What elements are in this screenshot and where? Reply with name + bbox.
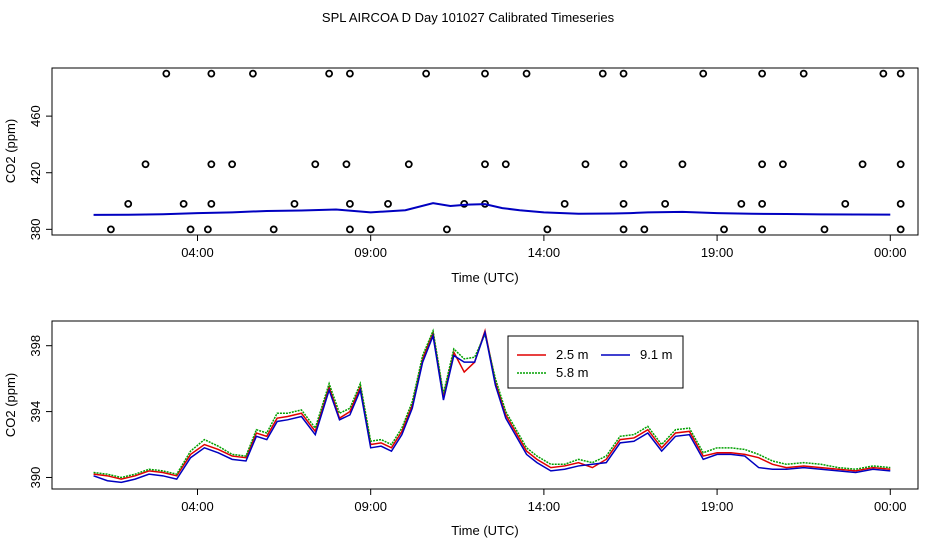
data-point (699, 69, 708, 78)
panel-1-points (106, 69, 905, 234)
panel-2-y-axis-label: CO2 (ppm) (3, 373, 18, 437)
data-point (758, 160, 767, 169)
data-point (737, 199, 746, 208)
panel-1-x-axis-label: Time (UTC) (451, 270, 518, 285)
data-point (896, 69, 905, 78)
data-point (311, 160, 320, 169)
data-point (346, 199, 354, 208)
data-point (799, 69, 808, 78)
data-point (228, 160, 237, 169)
data-point (141, 160, 150, 169)
data-point (366, 225, 375, 234)
panel-2-x-axis: 04:00 09:00 14:00 19:00 00:00 (181, 489, 907, 514)
data-point (640, 225, 649, 234)
x-tick-label: 04:00 (181, 499, 214, 514)
data-point (346, 225, 354, 234)
data-point (820, 225, 829, 234)
data-point (290, 199, 299, 208)
data-point (442, 225, 451, 234)
series-line-9-1-m (93, 329, 891, 484)
y-tick-label: 398 (28, 335, 43, 357)
y-tick-label: 394 (28, 401, 43, 423)
data-point (186, 225, 195, 234)
series-line-2-5-m (93, 327, 891, 480)
data-point (758, 199, 767, 208)
data-point (346, 69, 354, 78)
data-point (841, 199, 850, 208)
y-tick-label: 380 (28, 218, 43, 240)
data-point (779, 160, 787, 169)
legend-label-9-1m: 9.1 m (640, 347, 673, 362)
data-point (249, 69, 257, 78)
data-point (162, 69, 171, 78)
x-tick-label: 09:00 (354, 245, 387, 260)
panel-1-frame (51, 67, 919, 236)
data-point (581, 160, 590, 169)
data-point (678, 160, 687, 169)
data-point (404, 160, 413, 169)
data-point (560, 199, 569, 208)
data-point (207, 69, 216, 78)
data-point (879, 69, 888, 78)
data-point (896, 199, 905, 208)
panel-1-y-axis-label: CO2 (ppm) (3, 119, 18, 183)
data-point (179, 199, 188, 208)
data-point (106, 225, 115, 234)
data-point (481, 69, 489, 78)
panel-1-x-axis: 04:00 09:00 14:00 19:00 00:00 (181, 235, 907, 260)
x-tick-label: 14:00 (528, 499, 561, 514)
legend-box (507, 335, 684, 389)
data-point (619, 199, 628, 208)
y-tick-label: 390 (28, 467, 43, 489)
data-point (342, 160, 351, 169)
data-point (598, 69, 607, 78)
data-point (207, 160, 216, 169)
panel-2-lines (93, 327, 891, 484)
y-tick-label: 460 (28, 105, 43, 127)
x-tick-label: 19:00 (701, 245, 734, 260)
panel-1-lines (93, 202, 891, 216)
data-point (203, 225, 212, 234)
data-point (619, 225, 628, 234)
data-point (325, 69, 334, 78)
legend: 2.5 m 5.8 m 9.1 m (507, 335, 684, 389)
legend-label-2-5m: 2.5 m (556, 347, 589, 362)
x-tick-label: 04:00 (181, 245, 214, 260)
x-tick-label: 14:00 (528, 245, 561, 260)
panel-1-y-axis: 380 420 460 (28, 105, 52, 240)
panel-2-frame (51, 320, 919, 490)
x-tick-label: 09:00 (354, 499, 387, 514)
data-point (422, 69, 431, 78)
panel-2-line: 04:00 09:00 14:00 19:00 00:00 390 394 398 Time… (3, 320, 919, 538)
panel-2-x-axis-label: Time (UTC) (451, 523, 518, 538)
data-point (896, 225, 905, 234)
data-point (619, 160, 628, 169)
data-point (661, 199, 670, 208)
data-point (543, 225, 552, 234)
data-point (720, 225, 728, 234)
data-point (758, 225, 767, 234)
x-tick-label: 00:00 (874, 245, 907, 260)
data-point (896, 160, 905, 169)
data-point (384, 199, 392, 208)
data-point (522, 69, 531, 78)
x-tick-label: 19:00 (701, 499, 734, 514)
data-point (758, 69, 767, 78)
data-point (858, 160, 867, 169)
x-tick-label: 00:00 (874, 499, 907, 514)
legend-label-5-8m: 5.8 m (556, 365, 589, 380)
series-line (93, 202, 891, 216)
data-point (124, 199, 133, 208)
data-point (207, 199, 216, 208)
figure-title: SPL AIRCOA D Day 101027 Calibrated Times… (321, 10, 615, 25)
y-tick-label: 420 (28, 162, 43, 184)
panel-2-y-axis: 390 394 398 (28, 335, 52, 488)
series-line-5-8-m (93, 328, 891, 479)
data-point (269, 225, 278, 234)
panel-1-scatter: 04:00 09:00 14:00 19:00 00:00 380 420 460 Time… (3, 67, 919, 285)
data-point (481, 160, 489, 169)
data-point (501, 160, 510, 169)
data-point (619, 69, 628, 78)
